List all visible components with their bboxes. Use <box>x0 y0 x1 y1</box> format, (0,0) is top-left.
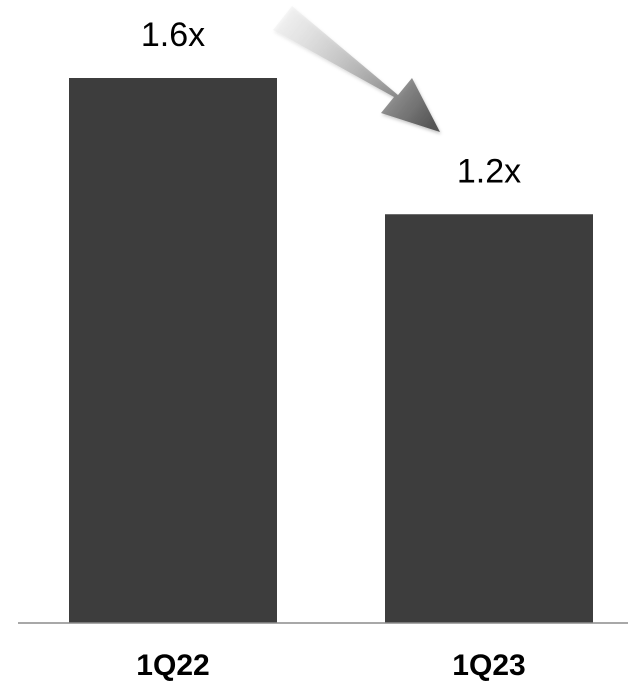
bar-1q23 <box>385 214 593 623</box>
x-tick-label-1q22: 1Q22 <box>136 649 209 682</box>
x-tick-label-1q23: 1Q23 <box>452 649 525 682</box>
bar-1q22 <box>69 78 277 623</box>
trend-arrow-icon <box>273 6 440 132</box>
data-label-1q22: 1.6x <box>141 16 205 54</box>
data-label-1q23: 1.2x <box>457 152 521 190</box>
